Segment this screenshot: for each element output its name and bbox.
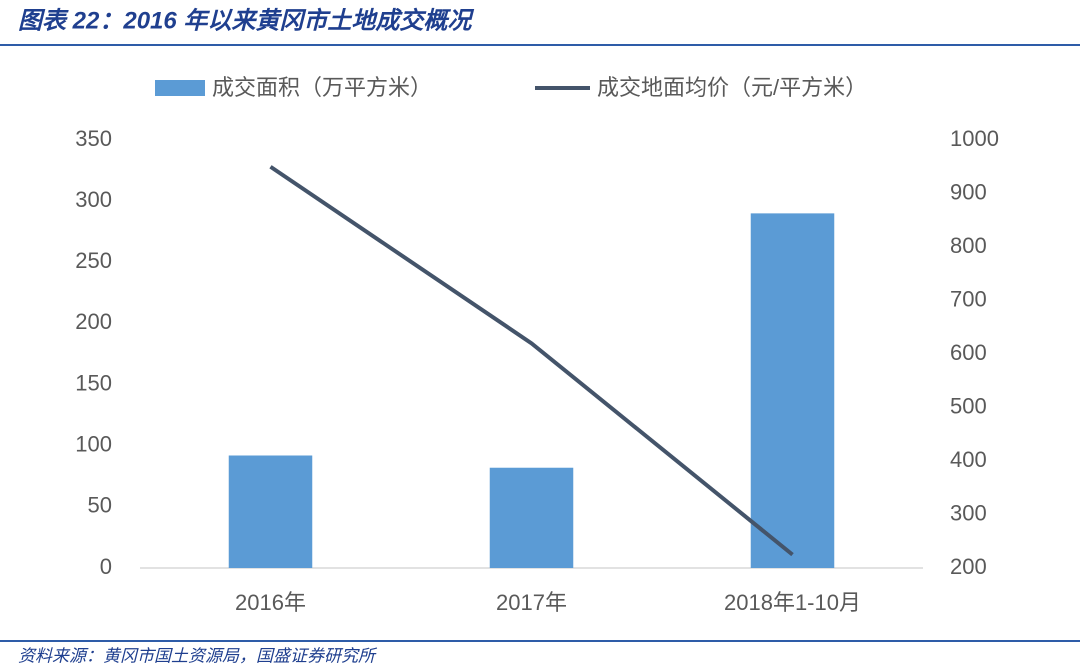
bar — [750, 213, 835, 568]
y2-tick-label: 500 — [950, 393, 987, 418]
bar — [489, 467, 574, 568]
y2-tick-label: 200 — [950, 554, 987, 579]
y-tick-label: 100 — [75, 432, 112, 457]
x-tick-label: 2017年 — [496, 590, 567, 615]
y-tick-label: 200 — [75, 309, 112, 334]
line — [269, 165, 794, 557]
legend-swatch — [155, 80, 205, 96]
x-tick-label: 2018年1-10月 — [724, 590, 861, 615]
y-tick-label: 50 — [88, 493, 112, 518]
source-note: 资料来源：黄冈市国土资源局，国盛证券研究所 — [18, 646, 378, 665]
y-tick-label: 350 — [75, 126, 112, 151]
legend-label: 成交面积（万平方米） — [212, 75, 432, 100]
y2-tick-label: 400 — [950, 447, 987, 472]
y2-tick-label: 1000 — [950, 126, 999, 151]
y2-tick-label: 700 — [950, 286, 987, 311]
chart-title: 图表 22：2016 年以来黄冈市土地成交概况 — [18, 7, 474, 34]
y2-tick-label: 600 — [950, 340, 987, 365]
bar — [228, 455, 313, 568]
y-tick-label: 300 — [75, 187, 112, 212]
y2-tick-label: 300 — [950, 500, 987, 525]
y2-tick-label: 800 — [950, 233, 987, 258]
x-tick-label: 2016年 — [235, 590, 306, 615]
y-tick-label: 150 — [75, 370, 112, 395]
y2-tick-label: 900 — [950, 179, 987, 204]
y-tick-label: 0 — [100, 554, 112, 579]
legend-label: 成交地面均价（元/平方米） — [597, 75, 867, 100]
y-tick-label: 250 — [75, 248, 112, 273]
